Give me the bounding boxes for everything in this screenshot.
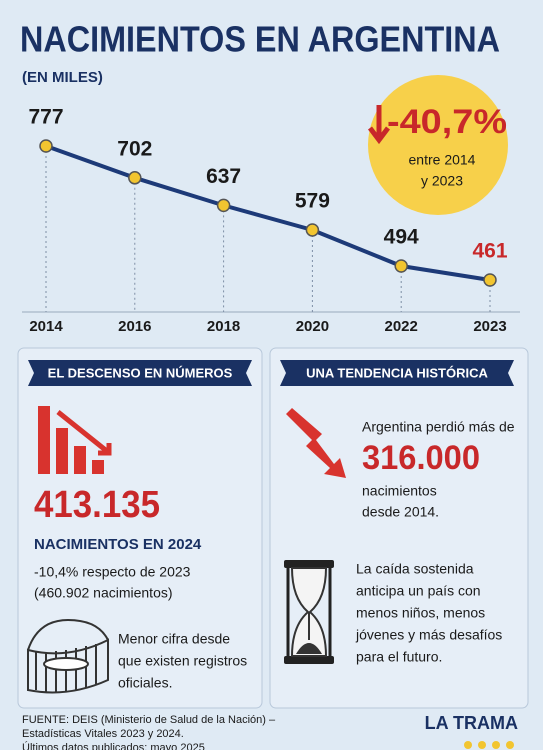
value-label: 461 [472,240,507,263]
note-text: oficiales. [118,675,172,691]
hourglass-icon [284,560,334,664]
down-arrow [368,105,390,145]
x-tick-label: 2014 [29,318,63,335]
bars-icon [38,406,112,474]
value-label: 702 [117,137,152,160]
value-label: 579 [295,190,330,213]
panel-header: UNA TENDENCIA HISTÓRICA [306,365,488,380]
intro-text: Argentina perdió más de [362,419,515,435]
data-point [216,198,231,213]
note-text: jóvenes y más desafíos [355,627,502,643]
panel [269,347,529,709]
zigzag-arrow-icon [286,408,346,478]
source-text: FUENTE: DEIS (Ministerio de Salud de la … [22,714,276,726]
value-label: 777 [28,106,63,129]
data-point [305,223,320,237]
brand: LA TRAMA [425,713,518,733]
callout-text: entre 2014 [409,152,476,168]
note-text: que existen registros [118,653,247,669]
x-tick-label: 2018 [207,318,240,335]
panel-header-banner [28,360,252,386]
panel [17,347,263,709]
data-point [483,273,497,287]
chart-title: NACIMIENTOS EN ARGENTINA [20,19,500,60]
panel-header: EL DESCENSO EN NÚMEROS [48,365,233,380]
callout-badge [368,75,508,215]
note-text: Menor cifra desde [118,631,230,647]
panel-header-banner [280,360,514,386]
data-line [45,144,491,282]
value-label: 494 [384,226,419,249]
detail-text: (460.902 nacimientos) [34,585,173,601]
big-number: 413.135 [34,484,160,526]
data-point [39,139,53,153]
data-point [394,259,408,273]
callout-value: -40,7% [387,103,507,141]
chart-subtitle: (EN MILES) [22,69,103,86]
value-label: 637 [206,165,241,188]
note-text: menos niños, menos [356,605,485,621]
line-chart: 777 702 637 579 494 461 2014 2016 2018 2020 2022 20… [28,106,507,335]
brand-dots [464,741,514,749]
note-text: para el futuro. [356,649,442,665]
big-label: NACIMIENTOS EN 2024 [34,536,202,553]
note-text: anticipa un país con [356,583,481,599]
x-tick-label: 2016 [118,318,151,335]
source-text: Estadísticas Vitales 2023 y 2024. [22,728,184,740]
x-tick-label: 2020 [296,318,329,335]
big-number: 316.000 [362,439,480,477]
cradle-icon [27,618,109,694]
source-text: Últimos datos publicados: mayo 2025 [22,741,205,750]
detail-text: desde 2014. [362,504,439,520]
x-tick-label: 2023 [473,318,506,335]
x-tick-label: 2022 [385,318,418,335]
callout-text: y 2023 [421,173,463,189]
note-text: La caída sostenida [356,561,474,577]
detail-text: -10,4% respecto de 2023 [34,564,191,580]
detail-text: nacimientos [362,483,437,499]
data-point [128,171,142,185]
